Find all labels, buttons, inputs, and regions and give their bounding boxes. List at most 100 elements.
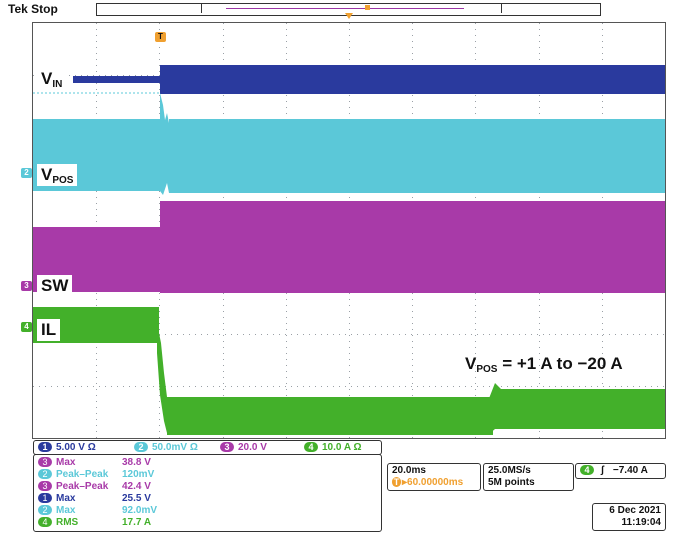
grid-dot xyxy=(412,395,413,396)
grid-dot xyxy=(387,334,388,335)
grid-dot xyxy=(539,101,540,102)
ch2-setting[interactable]: 2 50.0mV Ω xyxy=(134,442,198,453)
ch4-setting[interactable]: 4 10.0 A Ω xyxy=(304,442,362,453)
measurement-row[interactable]: 2 Peak–Peak 120mV xyxy=(38,469,154,480)
grid-dot xyxy=(369,334,370,335)
grid-dot xyxy=(286,335,287,336)
grid-dot xyxy=(223,371,224,372)
grid-dot xyxy=(363,334,364,335)
ch1-setting[interactable]: 1 5.00 V Ω xyxy=(38,442,96,453)
trigger-level: −7.40 A xyxy=(612,465,648,476)
grid-dot xyxy=(349,293,350,294)
measurement-row[interactable]: 2 Max 92.0mV xyxy=(38,505,157,516)
grid-dot xyxy=(285,386,286,387)
grid-dot xyxy=(96,377,97,378)
grid-dot xyxy=(96,407,97,408)
grid-dot xyxy=(602,95,603,96)
il-label: IL xyxy=(37,319,61,341)
trigger-position-marker[interactable] xyxy=(345,13,353,19)
grid-dot xyxy=(602,383,603,384)
ch4-ground-marker[interactable]: 4 xyxy=(21,322,32,332)
grid-dot xyxy=(223,395,224,396)
grid-dot xyxy=(633,386,634,387)
grid-dot xyxy=(286,35,287,36)
grid-dot xyxy=(349,29,350,30)
record-trace-line xyxy=(226,8,464,9)
grid-dot xyxy=(412,371,413,372)
timebase-box[interactable]: 20.0ms T ▸60.00000ms xyxy=(387,463,481,491)
ch3-setting[interactable]: 3 20.0 V xyxy=(220,442,267,453)
ch3-ground-marker[interactable]: 3 xyxy=(21,281,32,291)
measurement-row[interactable]: 3 Max 38.8 V xyxy=(38,457,151,468)
grid-dot xyxy=(159,215,160,216)
grid-dot xyxy=(159,65,160,66)
measurement-row[interactable]: 3 Peak–Peak 42.4 V xyxy=(38,481,151,492)
grid-dot xyxy=(96,215,97,216)
grid-dot xyxy=(223,365,224,366)
grid-dot xyxy=(96,371,97,372)
grid-dot xyxy=(159,425,160,426)
grid-dot xyxy=(363,386,364,387)
grid-dot xyxy=(475,59,476,60)
grid-dot xyxy=(96,389,97,390)
scope-display[interactable]: T VIN VPOS SW IL VPOS = +1 A to −20 A xyxy=(32,22,666,439)
grid-dot xyxy=(223,341,224,342)
grid-dot xyxy=(585,386,586,387)
grid-dot xyxy=(286,29,287,30)
trigger-point-marker[interactable]: T xyxy=(155,32,166,42)
record-window[interactable] xyxy=(201,4,502,13)
grid-dot xyxy=(453,334,454,335)
grid-dot xyxy=(159,389,160,390)
grid-dot xyxy=(223,41,224,42)
grid-dot xyxy=(412,29,413,30)
grid-dot xyxy=(477,386,478,387)
grid-dot xyxy=(555,386,556,387)
grid-dot xyxy=(459,386,460,387)
grid-dot xyxy=(412,311,413,312)
load-step-annotation: VPOS = +1 A to −20 A xyxy=(465,354,623,375)
acquisition-box[interactable]: 25.0MS/s 5M points xyxy=(483,463,574,491)
grid-dot xyxy=(475,29,476,30)
grid-dot xyxy=(539,113,540,114)
trigger-source: 4 xyxy=(580,465,594,476)
grid-dot xyxy=(219,386,220,387)
grid-dot xyxy=(223,299,224,300)
grid-dot xyxy=(286,41,287,42)
grid-dot xyxy=(33,75,34,76)
grid-dot xyxy=(602,353,603,354)
grid-dot xyxy=(159,75,160,76)
grid-dot xyxy=(117,75,118,76)
grid-dot xyxy=(412,353,413,354)
measurement-row[interactable]: 4 RMS 17.7 A xyxy=(38,517,151,528)
grid-dot xyxy=(609,334,610,335)
grid-dot xyxy=(96,425,97,426)
trigger-box[interactable]: 4 ʃ −7.40 A xyxy=(575,463,666,479)
grid-dot xyxy=(159,419,160,420)
grid-dot xyxy=(39,386,40,387)
grid-dot xyxy=(291,334,292,335)
grid-dot xyxy=(96,365,97,366)
grid-dot xyxy=(286,347,287,348)
trigger-slope-icon: ʃ xyxy=(600,465,605,476)
grid-dot xyxy=(412,197,413,198)
grid-dot xyxy=(349,371,350,372)
measurement-row[interactable]: 1 Max 25.5 V xyxy=(38,493,151,504)
grid-dot xyxy=(225,386,226,387)
grid-dot xyxy=(267,386,268,387)
grid-dot xyxy=(602,41,603,42)
grid-dot xyxy=(602,305,603,306)
grid-dot xyxy=(93,386,94,387)
grid-dot xyxy=(69,386,70,387)
grid-dot xyxy=(96,59,97,60)
grid-dot xyxy=(471,334,472,335)
grid-dot xyxy=(555,334,556,335)
sample-rate: 25.0MS/s xyxy=(488,465,531,476)
ch2-ground-marker[interactable]: 2 xyxy=(21,168,32,178)
grid-dot xyxy=(375,334,376,335)
grid-dot xyxy=(349,335,350,336)
grid-dot xyxy=(286,101,287,102)
grid-dot xyxy=(201,386,202,387)
grid-dot xyxy=(539,95,540,96)
grid-dot xyxy=(543,334,544,335)
grid-dot xyxy=(429,334,430,335)
